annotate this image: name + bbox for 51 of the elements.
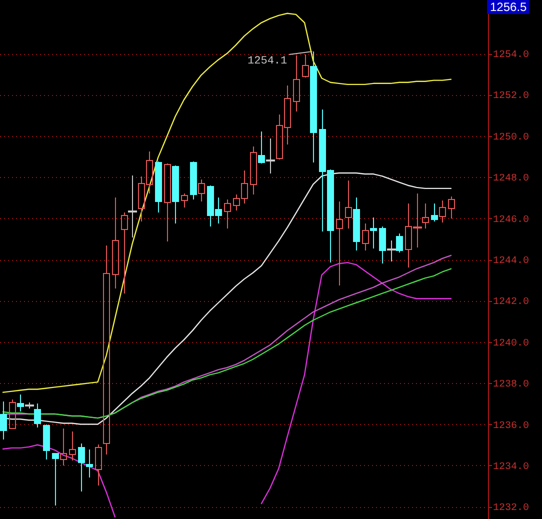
candlestick [379, 226, 386, 264]
line-series [2, 12, 452, 393]
y-tick-label: 1240.0 [493, 338, 530, 350]
candlestick [345, 180, 352, 229]
candlestick [310, 51, 317, 163]
candlestick [103, 245, 110, 455]
candlestick [431, 203, 438, 222]
candlestick [258, 131, 265, 164]
candlestick [155, 161, 162, 213]
candlestick [353, 197, 360, 251]
candlestick [78, 443, 85, 492]
y-tick-label: 1232.0 [493, 503, 530, 514]
candlestick [181, 193, 188, 208]
candlestick [69, 431, 76, 461]
y-tick-label: 1252.0 [493, 91, 530, 102]
y-tick-label: 1254.0 [493, 50, 530, 62]
y-tick-label: 1236.0 [493, 420, 530, 432]
candlestick [52, 453, 59, 506]
candlestick [198, 179, 205, 202]
candlestick [362, 223, 369, 251]
y-tick-label: 1250.0 [493, 132, 530, 144]
candlestick [121, 212, 128, 294]
candlestick [164, 163, 171, 242]
y-tick-label: 1244.0 [493, 256, 530, 267]
candlestick [293, 55, 300, 112]
candlestick [95, 444, 102, 486]
y-tick-label: 1246.0 [493, 214, 530, 226]
candlestick [250, 146, 257, 195]
annotation: 1254.1 [248, 55, 288, 68]
candlestick [172, 165, 179, 224]
candlestick [190, 161, 197, 200]
candlestick [34, 403, 41, 428]
y-tick-label: 1234.0 [493, 462, 530, 473]
candlestick [60, 428, 67, 466]
candlestick [370, 217, 377, 249]
candlestick [43, 424, 50, 460]
candlestick [422, 203, 429, 229]
candlestick [448, 196, 455, 219]
y-tick-label: 1238.0 [493, 380, 530, 391]
candlestick [9, 399, 16, 429]
candlestick [0, 401, 7, 440]
candlestick [336, 201, 343, 286]
candlestick [302, 54, 309, 78]
candlestick [224, 199, 231, 229]
candlestick [17, 394, 24, 412]
y-tick-label: 1248.0 [493, 174, 530, 185]
y-tick-label: 1242.0 [493, 297, 530, 308]
candlestick [439, 200, 446, 223]
candlestick [112, 197, 119, 289]
candlestick [396, 233, 403, 253]
candlestick [86, 449, 93, 478]
